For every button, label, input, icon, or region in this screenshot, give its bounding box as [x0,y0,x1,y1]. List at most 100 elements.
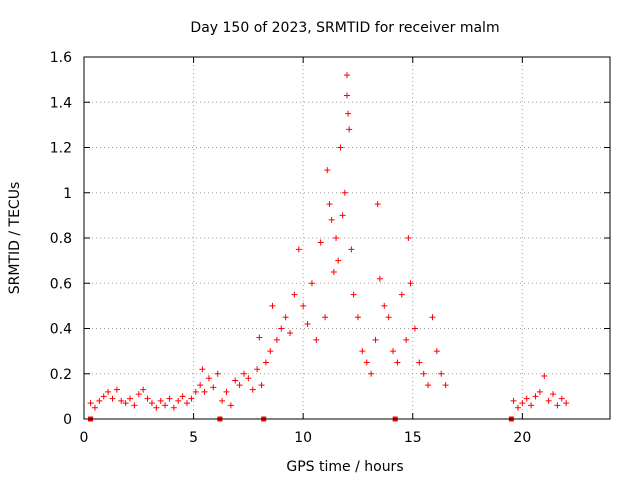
data-point [105,388,112,395]
y-axis-label: SRMTID / TECUs [7,182,23,295]
data-point [545,397,552,404]
data-point [300,302,307,309]
x-tick-label: 15 [404,430,422,446]
data-point [514,404,521,411]
data-point [291,291,298,298]
data-point [339,212,346,219]
data-point [188,395,195,402]
data-point [394,359,401,366]
data-point [523,395,530,402]
data-point [162,402,169,409]
data-point [363,359,370,366]
data-point [227,402,234,409]
data-point [100,393,107,400]
y-tick-label: 1.4 [50,95,72,111]
data-point [148,400,155,407]
y-tick-label: 0.2 [50,367,72,383]
data-point [425,382,432,389]
y-tick-label: 0.6 [50,276,72,292]
data-point [113,386,120,393]
data-point [328,216,335,223]
data-point [287,330,294,337]
data-point [442,382,449,389]
data-point [416,359,423,366]
data-point [245,375,252,382]
grid-lines [84,57,610,419]
data-point [91,404,98,411]
data-point [558,395,565,402]
data-point [249,386,256,393]
data-point [135,391,142,398]
data-point [223,388,230,395]
data-point [405,235,412,241]
data-point [335,257,342,264]
data-point [87,400,94,407]
data-point [197,382,204,389]
data-point [205,375,212,382]
data-point [122,400,129,407]
data-point [282,314,289,321]
data-point [536,388,543,395]
data-point [219,397,226,404]
data-point [273,336,280,343]
x-tick-label: 0 [80,430,89,446]
data-point [374,201,381,208]
data-point [144,395,151,402]
data-point [157,397,164,404]
data-point [333,235,340,241]
data-point [554,402,561,409]
data-point [184,400,191,407]
data-point [304,320,311,327]
data-point [153,404,160,411]
data-point [359,348,366,355]
data-point [109,395,116,402]
data-point [278,325,285,332]
data-point [407,280,414,287]
y-tick-label: 1.6 [50,50,72,66]
x-axis-label: GPS time / hours [286,459,403,475]
y-tick-label: 0.4 [50,322,72,338]
y-tick-label: 1 [63,186,72,202]
data-point [372,336,379,343]
data-point [254,366,261,373]
x-tick-label: 20 [513,430,531,446]
data-point [308,280,315,287]
data-point [438,370,445,377]
data-point [403,336,410,343]
data-point [346,126,353,133]
data-point [170,404,177,411]
data-point [96,397,103,404]
data-point [433,348,440,355]
data-point [344,92,350,99]
data-point [519,400,526,407]
y-tick-label: 0 [63,412,72,428]
data-point [166,395,173,402]
data-point [175,397,182,404]
data-point [127,395,134,402]
chart-title: Day 150 of 2023, SRMTID for receiver mal… [190,20,499,36]
data-point [256,334,263,341]
data-point [140,386,147,393]
data-point [326,201,333,208]
data-point [330,268,337,275]
data-point [295,246,302,253]
data-point [541,373,548,380]
data-point [337,144,344,151]
data-point [240,370,247,377]
y-tick-label: 1.2 [50,141,72,157]
data-point [232,377,239,384]
data-point [390,348,397,355]
axis-ticks: 0 0.2 0.4 0.6 0.8 1 1.2 1.4 1.6 0 5 10 15 20 [50,50,610,446]
data-point [563,400,570,407]
data-point [324,167,331,174]
data-point [313,336,320,343]
data-point [344,72,350,79]
data-point [341,189,348,196]
data-point [350,291,357,298]
x-tick-label: 5 [189,430,198,446]
data-point [214,370,221,377]
data-point [368,370,375,377]
data-point [131,402,138,409]
data-point [267,348,274,355]
data-point [258,382,265,389]
